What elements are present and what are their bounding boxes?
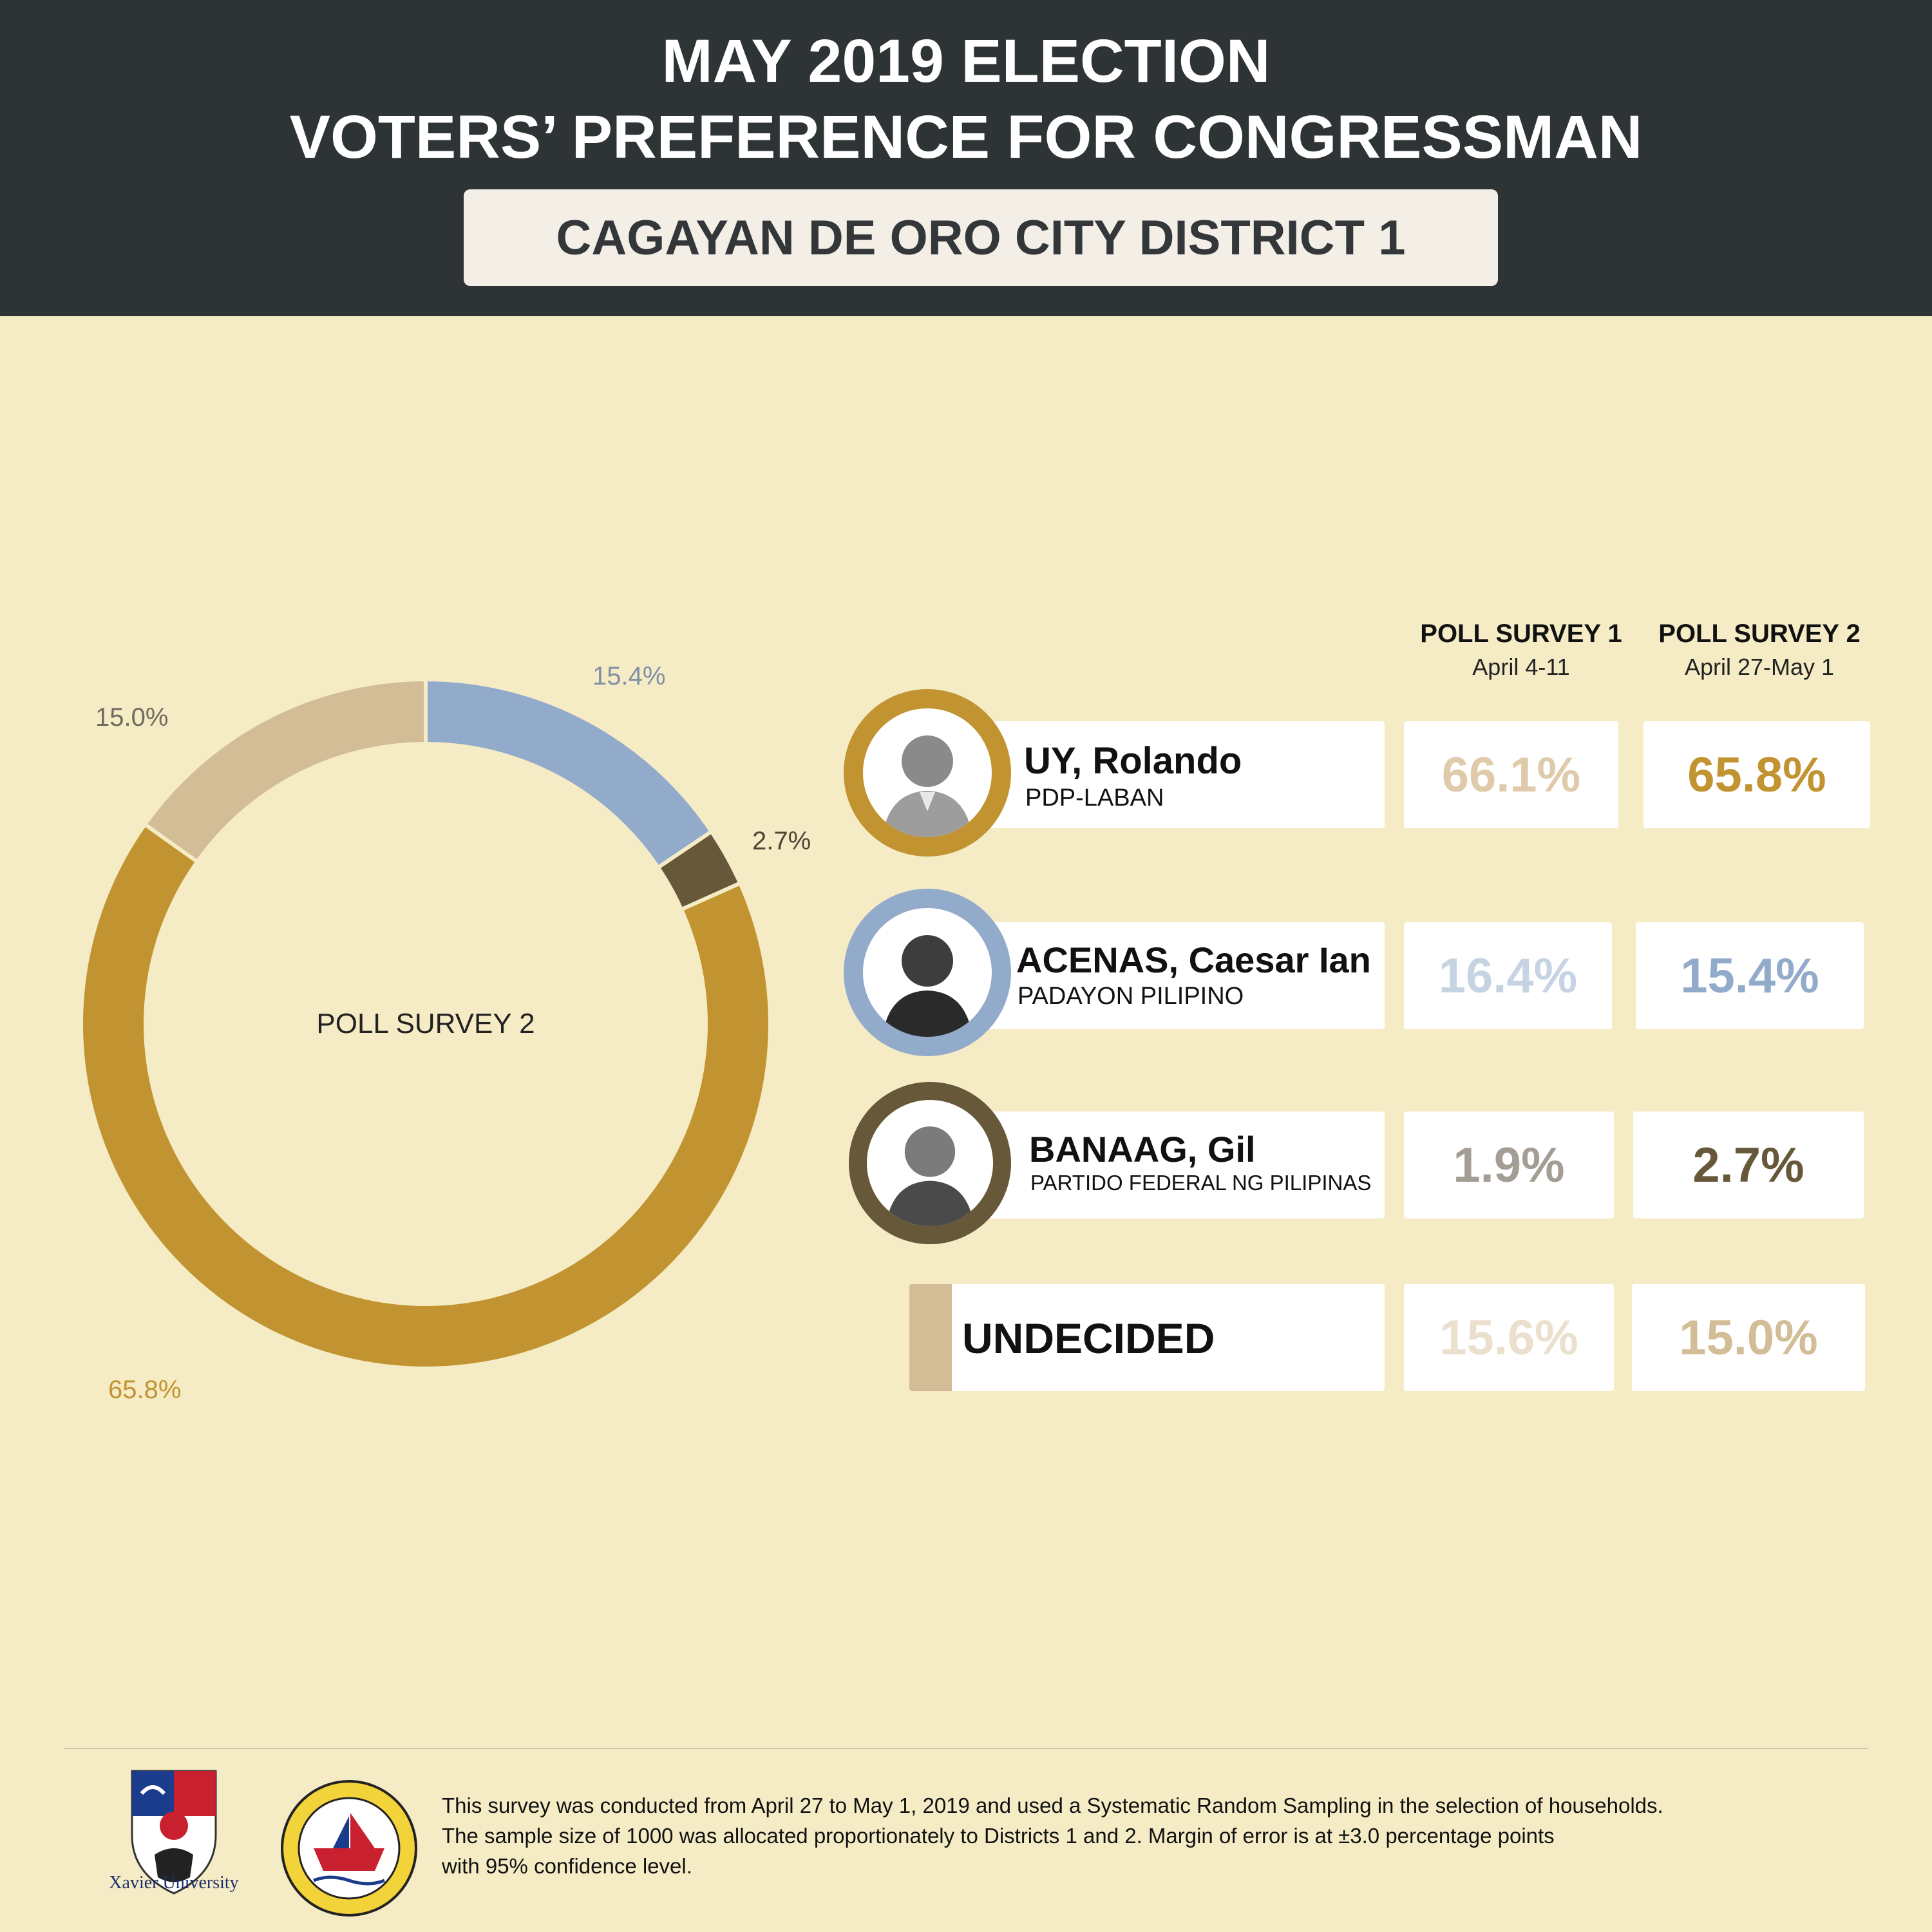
survey-methodology-note: This survey was conducted from April 27 … [442, 1790, 1859, 1881]
survey-2-value: 15.0% [1679, 1310, 1818, 1365]
survey-2-value: 65.8% [1687, 747, 1826, 802]
donut-chart-svg [79, 677, 772, 1370]
candidate-name-box [966, 1112, 1385, 1218]
survey-1-value: 1.9% [1453, 1137, 1565, 1193]
donut-chart: POLL SURVEY 2 15.4% 2.7% 65.8% 15.0% [0, 618, 889, 1430]
note-line: with 95% confidence level. [442, 1854, 692, 1878]
district-badge: CAGAYAN DE ORO CITY DISTRICT 1 [464, 189, 1498, 286]
avatar-ring [844, 889, 1011, 1056]
survey-1-value: 66.1% [1441, 747, 1581, 802]
candidate-name-box [952, 1284, 1385, 1391]
donut-slice [79, 821, 772, 1370]
column-header-survey-2: POLL SURVEY 2 April 27-May 1 [1643, 620, 1875, 681]
slice-label: 15.0% [95, 703, 169, 732]
avatar-ring [844, 689, 1011, 857]
note-line: The sample size of 1000 was allocated pr… [442, 1824, 1555, 1848]
portrait-icon [867, 1100, 993, 1226]
undecided-color-bar [909, 1284, 953, 1391]
undecided-label: UNDECIDED [962, 1314, 1215, 1362]
title-line-2: VOTERS’ PREFERENCE FOR CONGRESSMAN [289, 103, 1643, 171]
avatar-ring [849, 1082, 1011, 1244]
survey-1-value-box: 15.6% [1404, 1284, 1614, 1391]
column-title: POLL SURVEY 2 [1658, 620, 1861, 648]
candidate-party: PADAYON PILIPINO [1018, 983, 1244, 1010]
portrait-icon [863, 908, 992, 1037]
header-banner: MAY 2019 ELECTION VOTERS’ PREFERENCE FOR… [0, 0, 1932, 316]
footer-divider [64, 1748, 1868, 1749]
survey-2-value-box: 2.7% [1633, 1112, 1864, 1218]
donut-slice [142, 677, 428, 865]
logo-caption: Xavier University [109, 1873, 239, 1893]
candidate-name-box [966, 721, 1385, 828]
xavier-university-shield-icon [131, 1770, 217, 1895]
column-header-survey-1: POLL SURVEY 1 April 4-11 [1405, 620, 1637, 681]
portrait-icon [863, 708, 992, 837]
survey-2-value: 15.4% [1680, 948, 1819, 1003]
candidate-name: BANAAG, Gil [1029, 1129, 1256, 1170]
survey-1-value: 16.4% [1438, 948, 1578, 1003]
district-label: CAGAYAN DE ORO CITY DISTRICT 1 [556, 210, 1406, 265]
survey-2-value-box: 15.0% [1632, 1284, 1865, 1391]
research-office-seal-icon [281, 1780, 417, 1917]
candidate-name: ACENAS, Caesar Ian [1016, 940, 1371, 980]
slice-label: 65.8% [108, 1376, 182, 1404]
donut-center-label: POLL SURVEY 2 [316, 1008, 535, 1039]
donut-slice [424, 677, 714, 871]
survey-2-value-box: 15.4% [1636, 922, 1864, 1029]
note-line: This survey was conducted from April 27 … [442, 1794, 1663, 1817]
candidate-party: PARTIDO FEDERAL NG PILIPINAS [1030, 1171, 1372, 1195]
slice-label: 15.4% [592, 662, 666, 690]
column-date: April 27-May 1 [1684, 654, 1835, 680]
column-title: POLL SURVEY 1 [1420, 620, 1622, 648]
survey-2-value-box: 65.8% [1643, 721, 1870, 828]
candidate-name-box [966, 922, 1385, 1029]
survey-1-value-box: 1.9% [1404, 1112, 1614, 1218]
survey-1-value: 15.6% [1439, 1310, 1578, 1365]
candidate-party: PDP-LABAN [1025, 784, 1164, 811]
title-line-1: MAY 2019 ELECTION [661, 27, 1271, 95]
survey-2-value: 2.7% [1692, 1137, 1804, 1193]
survey-1-value-box: 16.4% [1404, 922, 1612, 1029]
slice-label: 2.7% [752, 827, 811, 855]
candidate-name: UY, Rolando [1024, 740, 1242, 782]
survey-1-value-box: 66.1% [1404, 721, 1618, 828]
column-date: April 4-11 [1472, 654, 1570, 680]
